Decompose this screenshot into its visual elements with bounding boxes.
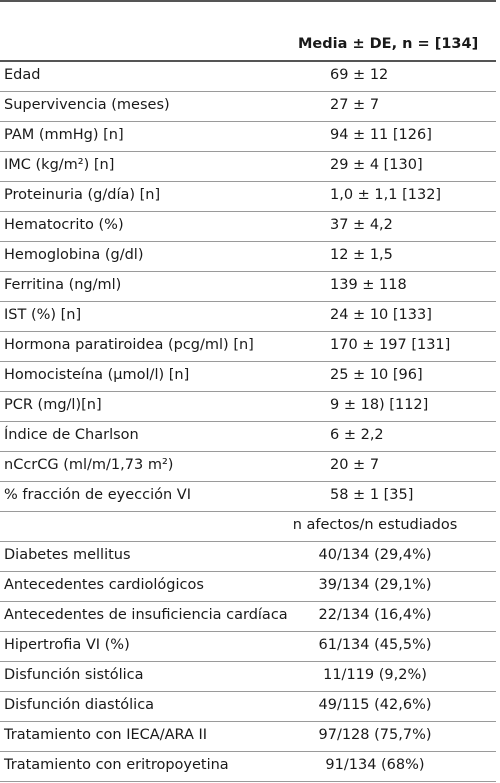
row-label: IMC (kg/m²) [n] [4, 157, 115, 173]
row-value: 97/128 (75,7%) [318, 727, 432, 743]
row-label: nCcrCG (ml/m/1,73 m²) [4, 457, 174, 473]
table-row: Disfunción sistólica 11/119 (9,2%) [0, 662, 496, 692]
table-row: PCR (mg/l)[n] 9 ± 18) [112] [0, 392, 496, 422]
table-row: Homocisteína (µmol/l) [n] 25 ± 10 [96] [0, 362, 496, 392]
row-label: Edad [4, 67, 41, 83]
header-row: Media ± DE, n = [134] [0, 0, 496, 62]
row-label: Diabetes mellitus [4, 547, 131, 563]
row-value: 22/134 (16,4%) [318, 607, 432, 623]
row-value: 1,0 ± 1,1 [132] [330, 187, 442, 203]
row-value: 27 ± 7 [330, 97, 380, 113]
row-label: Supervivencia (meses) [4, 97, 170, 113]
table-row: Ferritina (ng/ml) 139 ± 118 [0, 272, 496, 302]
row-label: IST (%) [n] [4, 307, 82, 323]
row-label: Hormona paratiroidea (pcg/ml) [n] [4, 337, 254, 353]
row-value: 29 ± 4 [130] [330, 157, 423, 173]
row-value: 11/119 (9,2%) [323, 667, 427, 683]
row-label: Disfunción sistólica [4, 667, 144, 683]
table-row: Proteinuria (g/día) [n] 1,0 ± 1,1 [132] [0, 182, 496, 212]
table-row: Tratamiento con IECA/ARA II 97/128 (75,7%… [0, 722, 496, 752]
row-value: 39/134 (29,1%) [318, 577, 432, 593]
row-value: 40/134 (29,4%) [318, 547, 432, 563]
row-value: 49/115 (42,6%) [318, 697, 432, 713]
row-label: PAM (mmHg) [n] [4, 127, 124, 143]
subheader-row: n afectos/n estudiados [0, 512, 496, 542]
table-row: Hipertrofia VI (%) 61/134 (45,5%) [0, 632, 496, 662]
column-header: Media ± DE, n = [134] [298, 36, 479, 52]
table-row: Tratamiento con eritropoyetina 91/134 (68… [0, 752, 496, 782]
row-label: Tratamiento con eritropoyetina [4, 757, 229, 773]
table-row: IMC (kg/m²) [n] 29 ± 4 [130] [0, 152, 496, 182]
table-row: Antecedentes cardiológicos 39/134 (29,1%) [0, 572, 496, 602]
row-value: 12 ± 1,5 [330, 247, 393, 263]
table-row: Disfunción diastólica 49/115 (42,6%) [0, 692, 496, 722]
row-value: 91/134 (68%) [325, 757, 425, 773]
table-row: Supervivencia (meses) 27 ± 7 [0, 92, 496, 122]
row-label: Hematocrito (%) [4, 217, 124, 233]
row-value: 94 ± 11 [126] [330, 127, 432, 143]
row-value: 58 ± 1 [35] [330, 487, 414, 503]
column-header: n afectos/n estudiados [292, 517, 458, 533]
row-label: Antecedentes de insuficiencia cardíaca [4, 607, 288, 623]
row-label: Tratamiento con IECA/ARA II [4, 727, 208, 743]
table-row: Edad 69 ± 12 [0, 62, 496, 92]
table-row: Hemoglobina (g/dl) 12 ± 1,5 [0, 242, 496, 272]
table-row: IST (%) [n] 24 ± 10 [133] [0, 302, 496, 332]
row-value: 9 ± 18) [112] [330, 397, 429, 413]
row-label: Hemoglobina (g/dl) [4, 247, 144, 263]
row-label: Disfunción diastólica [4, 697, 155, 713]
table-row: Antecedentes de insuficiencia cardíaca 22… [0, 602, 496, 632]
row-label: Homocisteína (µmol/l) [n] [4, 367, 190, 383]
row-label: Ferritina (ng/ml) [4, 277, 122, 293]
table-row: Hormona paratiroidea (pcg/ml) [n] 170 ± 1… [0, 332, 496, 362]
table-row: % fracción de eyección VI 58 ± 1 [35] [0, 482, 496, 512]
row-value: 6 ± 2,2 [330, 427, 384, 443]
row-value: 61/134 (45,5%) [318, 637, 432, 653]
row-label: Hipertrofia VI (%) [4, 637, 130, 653]
table-row: Índice de Charlson 6 ± 2,2 [0, 422, 496, 452]
table-row: Diabetes mellitus 40/134 (29,4%) [0, 542, 496, 572]
row-label: Índice de Charlson [4, 427, 139, 443]
table-row: Hematocrito (%) 37 ± 4,2 [0, 212, 496, 242]
row-label: PCR (mg/l)[n] [4, 397, 102, 413]
row-value: 139 ± 118 [330, 277, 407, 293]
row-value: 69 ± 12 [330, 67, 389, 83]
row-label: % fracción de eyección VI [4, 487, 191, 503]
row-label: Antecedentes cardiológicos [4, 577, 204, 593]
table-row: nCcrCG (ml/m/1,73 m²) 20 ± 7 [0, 452, 496, 482]
table-row: PAM (mmHg) [n] 94 ± 11 [126] [0, 122, 496, 152]
row-value: 24 ± 10 [133] [330, 307, 432, 323]
row-value: 37 ± 4,2 [330, 217, 393, 233]
row-label: Proteinuria (g/día) [n] [4, 187, 161, 203]
row-value: 20 ± 7 [330, 457, 380, 473]
row-value: 25 ± 10 [96] [330, 367, 423, 383]
row-value: 170 ± 197 [131] [330, 337, 451, 353]
